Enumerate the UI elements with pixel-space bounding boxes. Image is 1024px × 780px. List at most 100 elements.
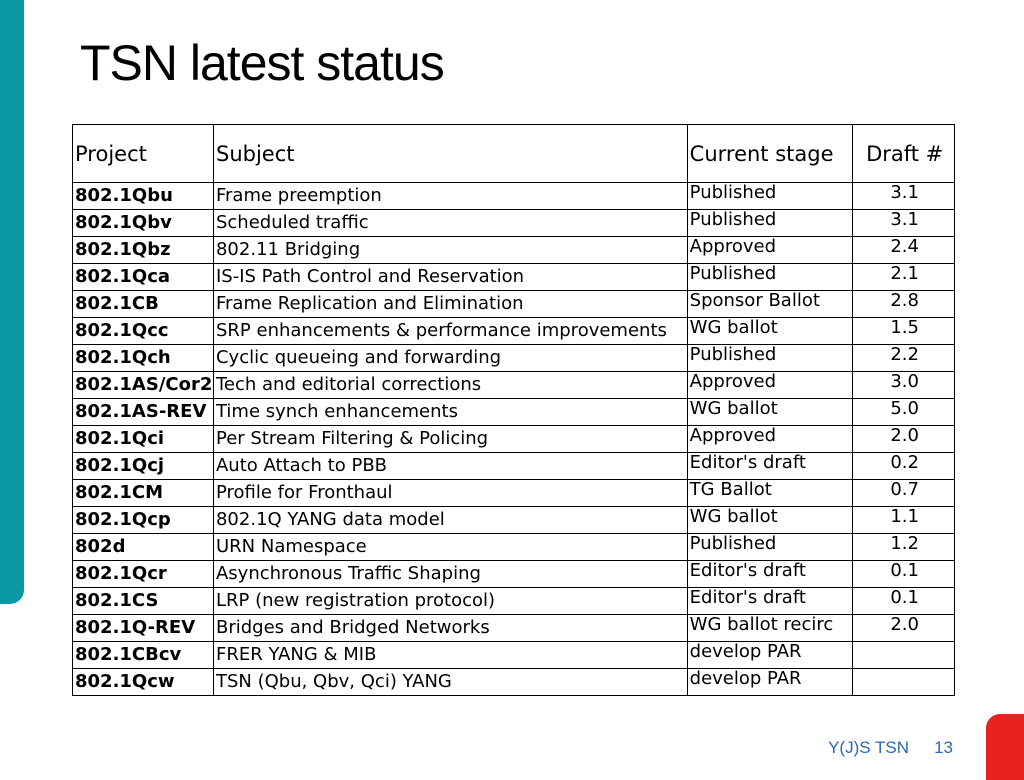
cell-current-stage: Published [686, 263, 854, 291]
cell-draft-number: 2.4 [852, 236, 955, 264]
cell-draft-number: 2.2 [852, 344, 955, 372]
cell-current-stage: WG ballot recirc [686, 614, 854, 642]
header-project: Project [72, 124, 214, 183]
cell-subject: Frame Replication and Elimination [212, 290, 688, 318]
cell-draft-number: 2.1 [852, 263, 955, 291]
status-table: Project Subject Current stage Draft # 80… [72, 124, 955, 696]
table-row: 802.1Qcr Asynchronous Traffic Shaping Edit… [72, 560, 955, 588]
table-row: 802.1Qcw TSN (Qbu, Qbv, Qci) YANG develop … [72, 668, 955, 696]
cell-current-stage: Editor's draft [686, 452, 854, 480]
cell-project: 802.1Qcw [72, 668, 214, 696]
cell-subject: IS-IS Path Control and Reservation [212, 263, 688, 291]
cell-draft-number: 3.0 [852, 371, 955, 399]
cell-draft-number: 5.0 [852, 398, 955, 426]
cell-draft-number: 0.1 [852, 560, 955, 588]
cell-draft-number: 0.2 [852, 452, 955, 480]
cell-draft-number: 1.5 [852, 317, 955, 345]
cell-current-stage: Approved [686, 371, 854, 399]
cell-project: 802.1Qcj [72, 452, 214, 480]
cell-subject: URN Namespace [212, 533, 688, 561]
cell-current-stage: Published [686, 209, 854, 237]
cell-subject: Asynchronous Traffic Shaping [212, 560, 688, 588]
cell-current-stage: Published [686, 533, 854, 561]
cell-draft-number: 0.7 [852, 479, 955, 507]
cell-project: 802.1AS-REV [72, 398, 214, 426]
cell-project: 802.1CBcv [72, 641, 214, 669]
cell-current-stage: TG Ballot [686, 479, 854, 507]
cell-current-stage: Published [686, 344, 854, 372]
cell-current-stage: Approved [686, 425, 854, 453]
cell-subject: 802.11 Bridging [212, 236, 688, 264]
corner-accent-tab [986, 714, 1024, 780]
cell-subject: Scheduled traffic [212, 209, 688, 237]
footer-label: Y(J)S TSN [828, 738, 909, 757]
cell-draft-number: 1.1 [852, 506, 955, 534]
cell-project: 802.1Qci [72, 425, 214, 453]
header-draft-number: Draft # [852, 124, 955, 183]
cell-current-stage: WG ballot [686, 506, 854, 534]
left-accent-bar [0, 0, 24, 604]
table-row: 802d URN Namespace Published 1.2 [72, 533, 955, 561]
cell-project: 802.1Qca [72, 263, 214, 291]
cell-current-stage: Sponsor Ballot [686, 290, 854, 318]
cell-draft-number: 2.8 [852, 290, 955, 318]
cell-project: 802.1Qbu [72, 182, 214, 210]
table-row: 802.1Qca IS-IS Path Control and Reservati… [72, 263, 955, 291]
cell-project: 802.1CB [72, 290, 214, 318]
cell-subject: Time synch enhancements [212, 398, 688, 426]
slide-title: TSN latest status [80, 35, 445, 91]
cell-subject: 802.1Q YANG data model [212, 506, 688, 534]
cell-project: 802.1Qcc [72, 317, 214, 345]
cell-project: 802.1AS/Cor2 [72, 371, 214, 399]
header-subject: Subject [212, 124, 688, 183]
table-row: 802.1AS/Cor2 Tech and editorial correctio… [72, 371, 955, 399]
cell-subject: SRP enhancements & performance improveme… [212, 317, 688, 345]
cell-subject: LRP (new registration protocol) [212, 587, 688, 615]
cell-draft-number: 3.1 [852, 182, 955, 210]
cell-subject: Tech and editorial corrections [212, 371, 688, 399]
cell-current-stage: develop PAR [686, 668, 854, 696]
table-row: 802.1Qbz 802.11 Bridging Approved 2.4 [72, 236, 955, 264]
table-row: 802.1Qbu Frame preemption Published 3.1 [72, 182, 955, 210]
header-current-stage: Current stage [686, 124, 854, 183]
cell-subject: TSN (Qbu, Qbv, Qci) YANG [212, 668, 688, 696]
cell-project: 802d [72, 533, 214, 561]
cell-draft-number: 0.1 [852, 587, 955, 615]
table-row: 802.1CM Profile for Fronthaul TG Ballot 0.7 [72, 479, 955, 507]
table-row: 802.1Q-REV Bridges and Bridged Networks WG… [72, 614, 955, 642]
cell-project: 802.1Q-REV [72, 614, 214, 642]
cell-draft-number: 3.1 [852, 209, 955, 237]
cell-current-stage: develop PAR [686, 641, 854, 669]
table-row: 802.1Qcj Auto Attach to PBB Editor's draft… [72, 452, 955, 480]
cell-current-stage: Editor's draft [686, 587, 854, 615]
table-row: 802.1Qcc SRP enhancements & performance i… [72, 317, 955, 345]
cell-current-stage: WG ballot [686, 317, 854, 345]
cell-project: 802.1CM [72, 479, 214, 507]
table-header-row: Project Subject Current stage Draft # [72, 124, 955, 183]
cell-current-stage: WG ballot [686, 398, 854, 426]
table-row: 802.1Qci Per Stream Filtering & Policing A… [72, 425, 955, 453]
cell-current-stage: Approved [686, 236, 854, 264]
cell-draft-number: 2.0 [852, 425, 955, 453]
table-row: 802.1CBcv FRER YANG & MIB develop PAR [72, 641, 955, 669]
cell-project: 802.1Qbv [72, 209, 214, 237]
table-row: 802.1CB Frame Replication and Elimination… [72, 290, 955, 318]
cell-draft-number: 2.0 [852, 614, 955, 642]
table-body: 802.1Qbu Frame preemption Published 3.1 802.… [72, 182, 955, 696]
cell-draft-number: 1.2 [852, 533, 955, 561]
cell-project: 802.1Qch [72, 344, 214, 372]
table-row: 802.1Qcp 802.1Q YANG data model WG ballot 1… [72, 506, 955, 534]
cell-subject: Cyclic queueing and forwarding [212, 344, 688, 372]
cell-subject: Bridges and Bridged Networks [212, 614, 688, 642]
table-row: 802.1Qch Cyclic queueing and forwarding Pu… [72, 344, 955, 372]
table-row: 802.1Qbv Scheduled traffic Published 3.1 [72, 209, 955, 237]
cell-draft-number [852, 668, 955, 696]
cell-subject: FRER YANG & MIB [212, 641, 688, 669]
cell-subject: Auto Attach to PBB [212, 452, 688, 480]
table-row: 802.1AS-REV Time synch enhancements WG bal… [72, 398, 955, 426]
cell-project: 802.1Qcp [72, 506, 214, 534]
cell-subject: Frame preemption [212, 182, 688, 210]
cell-subject: Per Stream Filtering & Policing [212, 425, 688, 453]
table-row: 802.1CS LRP (new registration protocol) Ed… [72, 587, 955, 615]
page-number: 13 [934, 738, 953, 757]
